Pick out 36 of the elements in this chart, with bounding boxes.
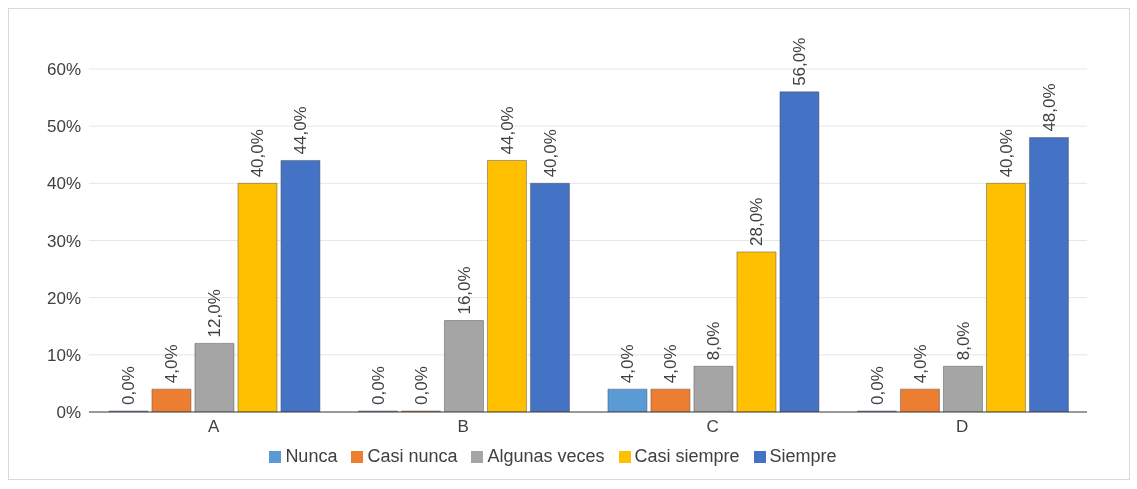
y-tick-label: 40%: [46, 174, 81, 194]
data-label: 0,0%: [411, 366, 431, 405]
data-label: 4,0%: [910, 344, 930, 384]
legend-label: Siempre: [769, 446, 837, 467]
y-tick-label: 10%: [46, 345, 81, 365]
data-label: 16,0%: [454, 266, 474, 315]
legend-label: Nunca: [285, 446, 338, 467]
data-label: 28,0%: [747, 197, 767, 246]
legend-label: Algunas veces: [487, 446, 605, 467]
y-tick-label: 50%: [46, 117, 81, 137]
data-label: 44,0%: [497, 106, 517, 155]
data-label: 48,0%: [1039, 83, 1059, 132]
data-label: 8,0%: [704, 321, 724, 361]
legend-label: Casi nunca: [367, 446, 458, 467]
data-label: 4,0%: [661, 344, 681, 384]
y-tick-label: 0%: [56, 403, 81, 423]
data-label: 40,0%: [248, 129, 268, 178]
y-tick-label: 20%: [46, 288, 81, 308]
data-label: 8,0%: [953, 321, 973, 361]
y-tick-label: 30%: [46, 231, 81, 251]
x-tick-label: C: [706, 417, 719, 437]
x-tick-label: B: [457, 417, 469, 437]
data-label: 4,0%: [618, 344, 638, 384]
data-label: 0,0%: [119, 366, 139, 405]
x-tick-label: D: [956, 417, 969, 437]
data-label: 4,0%: [162, 344, 182, 384]
x-tick-label: A: [208, 417, 221, 437]
y-tick-label: 60%: [46, 60, 81, 80]
data-label: 12,0%: [205, 289, 225, 338]
data-label: 40,0%: [996, 129, 1016, 178]
data-label: 0,0%: [867, 366, 887, 405]
legend-label: Casi siempre: [634, 446, 740, 467]
data-label: 44,0%: [291, 106, 311, 155]
data-label: 56,0%: [790, 37, 810, 86]
data-label: 0,0%: [368, 366, 388, 405]
data-label: 40,0%: [540, 129, 560, 178]
